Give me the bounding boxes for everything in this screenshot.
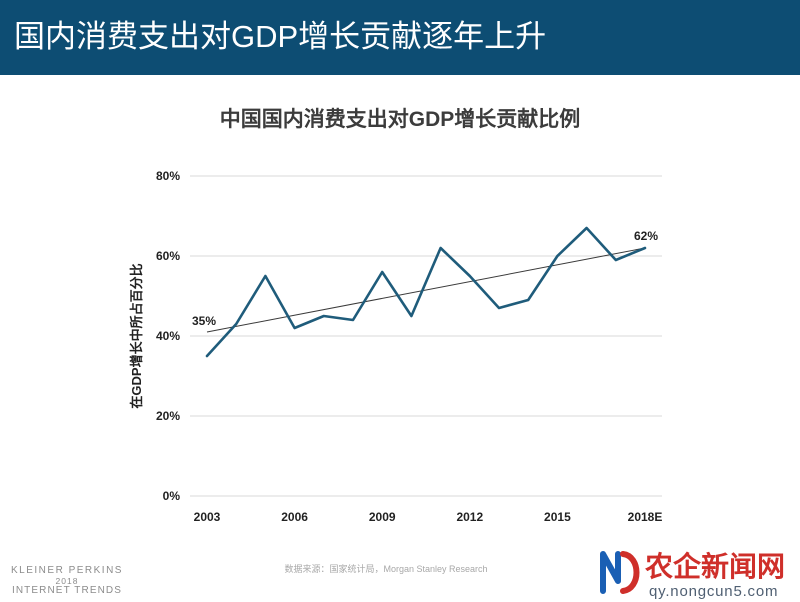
x-tick-label: 2009 [369,510,396,524]
labels-layer: 80% 60% 40% 20% 0% 2003 2006 2009 2012 2015 2018E 3… [156,169,662,524]
x-tick-label: 2006 [281,510,308,524]
x-tick-label: 2012 [456,510,483,524]
y-tick-label: 80% [156,169,180,183]
y-tick-label: 20% [156,409,180,423]
x-tick-label: 2003 [194,510,221,524]
x-tick-label: 2018E [628,510,663,524]
marks-layer [205,226,647,358]
watermark-site-name: 农企新闻网 [645,551,786,582]
slide-header: 国内消费支出对GDP增长贡献逐年上升 [0,0,800,75]
brand-year: 2018 [55,576,79,586]
grid-layer [190,175,662,497]
source-note: 数据来源：国家统计局，Morgan Stanley Research [284,564,488,574]
brand-name: KLEINER PERKINS [11,565,123,576]
y-axis-label: 在GDP增长中所占百分比 [129,263,144,408]
y-tick-label: 40% [156,329,180,343]
nongcun-logo-icon [600,551,640,594]
series-line [205,226,647,358]
y-tick-label: 60% [156,249,180,263]
slide-title: 国内消费支出对GDP增长贡献逐年上升 [14,19,547,54]
watermark-url: qy.nongcun5.com [649,583,779,600]
kleiner-perkins-logo: KLEINER PERKINS 2018 INTERNET TRENDS [6,566,128,596]
data-label: 35% [192,314,216,328]
x-tick-label: 2015 [544,510,571,524]
brand-report: INTERNET TRENDS [11,585,123,596]
chart-title: 中国国内消费支出对GDP增长贡献比例 [219,108,581,131]
data-label: 62% [634,229,658,243]
y-tick-label: 0% [163,489,181,503]
trend-line [206,247,646,333]
